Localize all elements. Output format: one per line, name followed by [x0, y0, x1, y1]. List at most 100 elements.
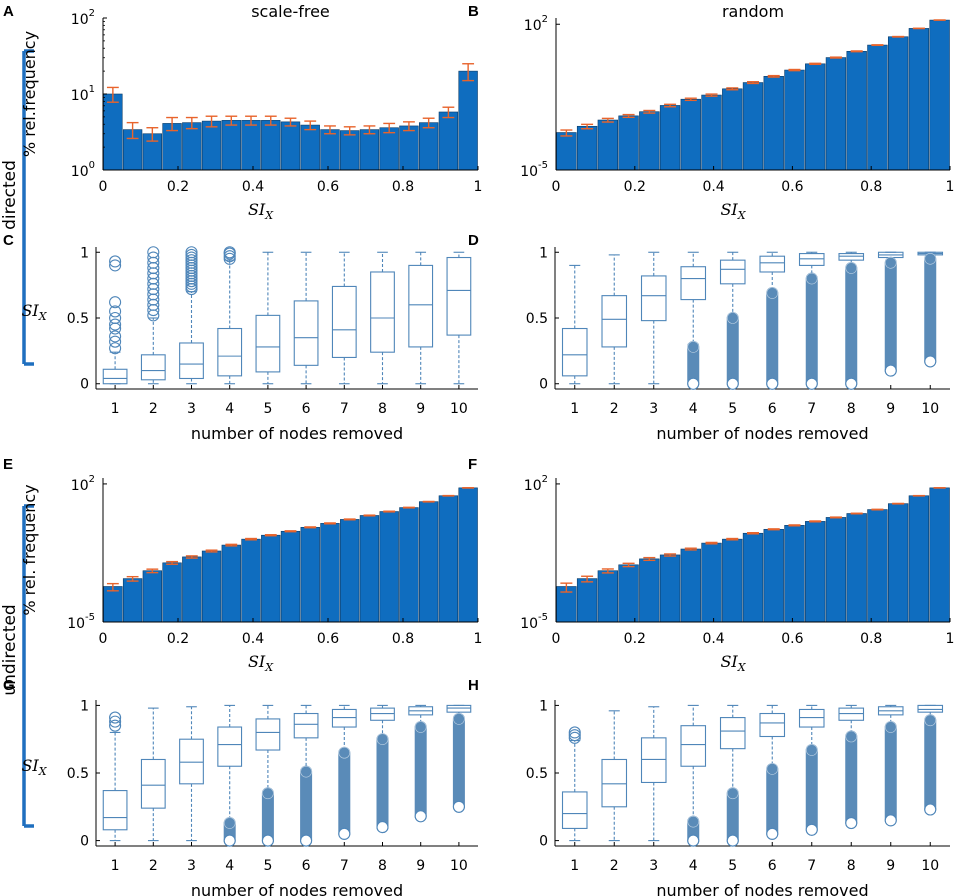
- y-tick-label: 0.5: [67, 311, 89, 327]
- bar: [659, 105, 681, 171]
- x-tick-label: 1: [111, 401, 120, 417]
- x-axis-label-main: SI: [720, 652, 738, 671]
- bar: [122, 578, 143, 623]
- outliers-7: [805, 272, 818, 390]
- outlier-point: [568, 731, 581, 744]
- error-bar: [106, 582, 119, 592]
- error-bar: [747, 532, 759, 535]
- x-tick-label: 8: [378, 858, 387, 874]
- error-bar: [767, 528, 780, 531]
- box-iqr: [331, 285, 357, 358]
- outliers-10: [924, 252, 937, 368]
- x-tick-label: 9: [886, 858, 895, 874]
- outlier-point: [726, 377, 739, 390]
- x-tick-label: 8: [847, 858, 856, 874]
- x-tick-label: 3: [187, 858, 196, 874]
- outliers-6: [300, 765, 313, 847]
- x-tick-label: 10: [921, 401, 939, 417]
- error-bar: [767, 74, 780, 78]
- x-tick-label: 0.4: [702, 631, 724, 647]
- outlier-point: [924, 803, 937, 816]
- bar: [639, 558, 660, 623]
- box-iqr: [370, 271, 395, 353]
- error-bar: [284, 117, 297, 127]
- bar: [867, 509, 888, 623]
- outliers-6: [766, 762, 779, 840]
- outliers-4: [223, 817, 236, 847]
- bar: [659, 554, 681, 623]
- error-bar: [343, 518, 356, 521]
- bar: [418, 122, 439, 171]
- box-2: [140, 317, 166, 385]
- box-3: [640, 706, 667, 842]
- bar: [784, 69, 805, 171]
- panel-title: scale-free: [251, 2, 330, 21]
- x-tick-label: 0.6: [781, 179, 803, 195]
- error-bar: [106, 86, 119, 103]
- box-7: [331, 251, 357, 385]
- outlier-point: [414, 810, 427, 823]
- error-bar: [705, 541, 718, 545]
- error-bars: [106, 63, 475, 142]
- error-bar: [185, 555, 198, 559]
- bar: [182, 122, 202, 171]
- bar: [618, 564, 639, 623]
- box-iqr: [759, 255, 786, 273]
- outlier-point: [805, 377, 818, 390]
- x-tick-label: 0.2: [624, 631, 646, 647]
- bar: [103, 586, 123, 623]
- outlier-point: [452, 800, 465, 813]
- outlier-point: [338, 827, 351, 840]
- outlier-point: [414, 721, 427, 733]
- x-axis-label: number of nodes removed: [656, 881, 868, 896]
- error-bar: [403, 121, 415, 132]
- error-bar: [643, 556, 656, 562]
- bar: [763, 528, 784, 623]
- outlier-point: [568, 726, 581, 739]
- error-bar: [185, 116, 198, 130]
- error-bar: [264, 534, 277, 537]
- outlier-point: [185, 254, 198, 267]
- bar: [438, 111, 459, 171]
- x-tick-label: 0.2: [624, 179, 646, 195]
- box-6: [293, 251, 319, 385]
- box-6: [293, 704, 319, 773]
- bar: [142, 570, 163, 623]
- outlier-point: [924, 253, 937, 265]
- error-bars: [560, 487, 946, 593]
- x-axis-label-sub: X: [737, 209, 747, 222]
- x-tick-label: 0.6: [781, 631, 803, 647]
- bar: [261, 534, 281, 623]
- bar: [887, 36, 909, 171]
- box-1: [561, 740, 588, 842]
- error-bar: [622, 113, 635, 119]
- bar: [618, 115, 639, 171]
- outlier-point: [845, 262, 858, 274]
- x-axis-label: SIX: [720, 652, 746, 674]
- y-tick-label: 102: [71, 474, 95, 494]
- y-tick-label: 0: [539, 377, 548, 393]
- x-axis-label-main: SI: [720, 200, 738, 219]
- outlier-point: [805, 272, 818, 285]
- box-1: [102, 731, 128, 842]
- outlier-point: [109, 305, 122, 318]
- x-tick-label: 7: [340, 401, 349, 417]
- y-tick-exponent: -5: [538, 612, 548, 623]
- error-bar: [871, 44, 884, 47]
- panel-c: C 0 0.5 1 SIX 1 2 3 4 5 6 7 8 9 10 number of nodes remo…: [3, 232, 478, 443]
- bar: [458, 70, 478, 171]
- error-bar: [850, 512, 863, 515]
- error-bar: [343, 126, 356, 136]
- y-axis-label: SIX: [21, 756, 47, 778]
- panel-h: H 0 0.5 1 1 2 3 4 5 6 7 8 9 10 number of nodes removed: [468, 677, 950, 896]
- x-tick-label: 9: [416, 401, 425, 417]
- y-tick-label: 0.5: [67, 766, 89, 782]
- y-tick-label: 1: [80, 698, 89, 714]
- box-iqr: [102, 368, 128, 385]
- bar: [556, 132, 577, 171]
- y-tick-exponent: 2: [89, 474, 95, 485]
- error-bar: [324, 125, 336, 135]
- outlier-point: [687, 834, 700, 847]
- box-iqr: [408, 264, 434, 348]
